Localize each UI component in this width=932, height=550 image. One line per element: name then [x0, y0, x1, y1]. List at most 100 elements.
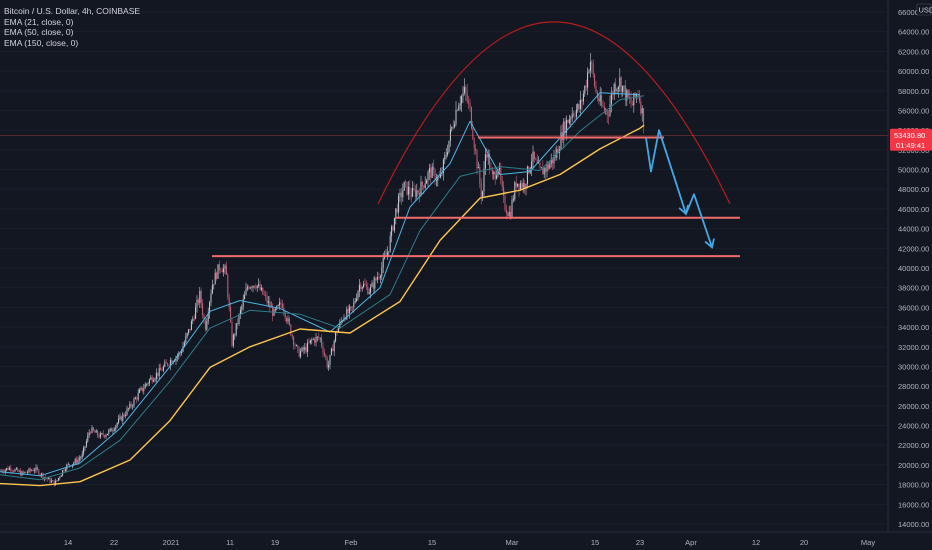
time-axis[interactable]: 14 22 2021 11 19 Feb 15 Mar 15 23 Apr 12 20 May	[0, 531, 932, 550]
candle	[24, 471, 26, 473]
candle	[402, 190, 404, 198]
ema-21-legend[interactable]: EMA (21, close, 0)	[4, 16, 74, 27]
bar-countdown: 01:49:41	[896, 141, 925, 150]
candle	[442, 159, 444, 174]
candle	[472, 128, 474, 139]
candle	[181, 351, 183, 354]
candle	[406, 181, 408, 195]
candle	[496, 175, 498, 179]
candle	[157, 372, 159, 376]
candle	[91, 427, 93, 433]
candle	[461, 96, 463, 104]
candle	[63, 470, 65, 471]
candle	[626, 90, 628, 101]
candle	[532, 151, 534, 162]
candle	[127, 408, 129, 409]
candle	[503, 186, 505, 196]
candle	[210, 293, 212, 303]
candle	[507, 213, 509, 216]
candle	[270, 306, 272, 308]
symbol-title[interactable]: Bitcoin / U.S. Dollar, 4h, COINBASE	[4, 6, 141, 16]
time-tick-label: 11	[226, 538, 234, 547]
candle	[206, 320, 208, 330]
candle	[433, 166, 435, 170]
price-tick-label: 44000.00	[898, 225, 929, 234]
candle	[589, 61, 591, 71]
price-tick-label: 30000.00	[898, 362, 929, 371]
candle	[438, 176, 440, 178]
candle	[164, 362, 166, 367]
candle	[108, 430, 110, 434]
candle	[540, 167, 542, 169]
candle	[15, 468, 17, 470]
time-tick-label: May	[861, 538, 875, 547]
projection-path[interactable]	[645, 129, 713, 248]
candle	[329, 355, 331, 366]
candle	[463, 87, 465, 94]
candle	[399, 192, 401, 196]
candle	[434, 169, 436, 181]
time-tick-label: 15	[591, 538, 599, 547]
candle	[53, 480, 55, 486]
candle	[616, 89, 618, 92]
candle	[609, 104, 611, 116]
candle	[203, 315, 205, 321]
candle	[510, 211, 512, 218]
candle	[587, 72, 589, 88]
candle	[521, 183, 523, 188]
arrow-head-icon	[678, 204, 689, 216]
candle	[549, 164, 551, 169]
candle	[400, 192, 402, 198]
candle	[594, 74, 596, 87]
candle	[308, 342, 310, 344]
ema-line-2	[0, 95, 645, 481]
candle	[28, 468, 30, 473]
candle	[197, 299, 199, 303]
candle	[431, 166, 433, 178]
candle	[395, 208, 397, 218]
candle	[613, 84, 615, 95]
currency-box[interactable]	[916, 3, 932, 16]
candle	[533, 151, 535, 159]
candle	[627, 90, 629, 98]
candle	[546, 164, 548, 172]
candle	[49, 477, 51, 483]
candle	[393, 217, 395, 231]
candle	[367, 286, 369, 294]
candle	[31, 470, 33, 471]
candle	[560, 132, 562, 150]
price-axis[interactable]: 66000.00 64000.00 62000.00 60000.00 58000.00…	[887, 0, 932, 550]
ema-50-legend[interactable]: EMA (50, close, 0)	[4, 27, 74, 37]
candle	[251, 287, 253, 288]
candle	[253, 285, 255, 288]
candle	[365, 285, 367, 287]
candle	[94, 430, 96, 433]
candle	[293, 336, 295, 345]
candle	[105, 435, 107, 437]
candle	[409, 186, 411, 195]
candle	[567, 119, 569, 123]
candle	[421, 181, 423, 186]
candle	[48, 477, 50, 480]
price-axis-background	[888, 0, 932, 550]
candle	[356, 298, 358, 301]
candle	[294, 344, 296, 346]
candle	[274, 309, 276, 310]
candle	[566, 119, 568, 133]
ema-150-legend[interactable]: EMA (150, close, 0)	[4, 37, 79, 48]
price-tick-label: 66000.00	[898, 8, 929, 17]
candle	[298, 348, 300, 357]
plot-area[interactable]	[0, 11, 888, 525]
candle	[585, 85, 587, 88]
price-tick-label: 34000.00	[898, 323, 929, 332]
candle	[122, 414, 124, 421]
candle	[286, 318, 288, 322]
currency-label[interactable]: USD	[919, 6, 932, 15]
candle	[136, 398, 138, 400]
candle	[456, 109, 458, 111]
candle	[259, 284, 261, 290]
candle	[497, 169, 499, 176]
candle	[361, 287, 363, 289]
